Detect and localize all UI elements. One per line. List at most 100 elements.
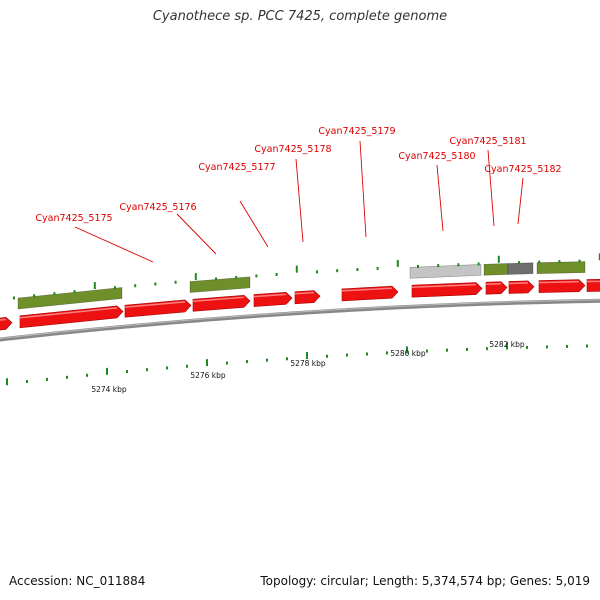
forward-gene-12 xyxy=(586,279,600,292)
feature-bar-4 xyxy=(483,263,509,276)
position-label-2: 5276 kbp xyxy=(190,371,226,380)
inner-tick xyxy=(506,342,508,350)
outer-tick xyxy=(194,273,197,281)
inner-tick xyxy=(6,378,8,386)
inner-tick xyxy=(566,344,568,348)
outer-tick xyxy=(538,260,541,264)
inner-tick xyxy=(206,359,208,367)
gene-label-1: Cyan7425_5175 xyxy=(35,213,112,224)
gene-leader-line-7 xyxy=(487,149,495,227)
forward-gene-4 xyxy=(192,295,251,312)
outer-tick xyxy=(154,282,157,286)
forward-gene-10 xyxy=(508,280,535,294)
outer-tick xyxy=(93,282,96,290)
outer-tick xyxy=(13,296,15,300)
position-label-4: 5280 kbp xyxy=(390,349,426,358)
gene-label-3: Cyan7425_5177 xyxy=(198,162,275,173)
gene-label-5: Cyan7425_5179 xyxy=(318,126,395,137)
inner-tick xyxy=(366,352,368,356)
inner-tick xyxy=(26,380,28,384)
outer-tick xyxy=(477,262,480,266)
inner-tick xyxy=(66,375,68,379)
gene-label-2: Cyan7425_5176 xyxy=(119,202,196,213)
inner-tick xyxy=(426,349,428,353)
tick-layer xyxy=(6,253,600,386)
forward-gene-1 xyxy=(0,317,13,331)
outer-tick xyxy=(255,274,258,278)
gene-leader-line-5 xyxy=(359,140,367,238)
outer-tick xyxy=(558,260,561,264)
inner-tick xyxy=(406,346,408,354)
inner-tick xyxy=(306,352,308,360)
forward-gene-shine-11 xyxy=(538,280,580,284)
map-title: Cyanothece sp. PCC 7425, complete genome xyxy=(152,9,448,24)
gene-leader-line-4 xyxy=(295,158,304,243)
outer-tick xyxy=(417,264,419,268)
genome-summary: Topology: circular; Length: 5,374,574 bp… xyxy=(260,574,590,588)
outer-tick xyxy=(174,280,177,284)
inner-tick xyxy=(186,364,188,368)
outer-tick xyxy=(497,255,500,263)
forward-gene-shine-9 xyxy=(485,282,502,285)
inner-tick xyxy=(546,345,548,349)
inner-tick xyxy=(246,360,248,364)
inner-tick xyxy=(126,370,128,374)
outer-tick xyxy=(114,286,116,290)
feature-bar-2 xyxy=(189,276,251,293)
forward-gene-5 xyxy=(253,292,293,307)
outer-tick xyxy=(295,265,298,273)
forward-gene-shine-7 xyxy=(341,287,393,292)
inner-tick xyxy=(266,358,268,362)
gene-leader-line-3 xyxy=(239,200,269,248)
outer-tick xyxy=(376,266,379,270)
forward-gene-shine-3 xyxy=(124,301,186,308)
inner-tick xyxy=(486,347,488,351)
feature-layer xyxy=(0,261,600,342)
outer-tick xyxy=(518,261,520,265)
inner-tick xyxy=(226,361,228,365)
outer-tick xyxy=(396,259,399,267)
forward-gene-shine-6 xyxy=(294,291,315,295)
outer-tick xyxy=(33,294,36,298)
forward-gene-3 xyxy=(124,299,192,318)
outer-tick xyxy=(53,292,56,296)
outer-tick xyxy=(578,259,581,263)
position-label-1: 5274 kbp xyxy=(91,385,127,394)
outer-tick xyxy=(598,253,600,261)
inner-tick xyxy=(526,345,528,349)
outer-tick xyxy=(215,277,217,281)
feature-bar-1 xyxy=(17,287,123,310)
forward-gene-shine-10 xyxy=(508,282,529,285)
position-label-3: 5278 kbp xyxy=(290,359,326,368)
accession-text: Accession: NC_011884 xyxy=(9,574,146,588)
genome-backbone-highlight xyxy=(0,299,600,340)
outer-tick xyxy=(275,273,278,277)
forward-gene-2 xyxy=(19,305,124,329)
gene-label-7: Cyan7425_5181 xyxy=(449,136,526,147)
inner-tick xyxy=(586,344,588,348)
outer-tick xyxy=(336,269,339,273)
feature-bar-5 xyxy=(507,262,534,275)
inner-tick xyxy=(446,348,448,352)
inner-tick xyxy=(46,377,48,381)
forward-gene-9 xyxy=(485,281,508,295)
gene-leader-line-2 xyxy=(176,213,217,255)
gene-leader-line-6 xyxy=(436,164,444,232)
outer-tick xyxy=(73,290,76,294)
gene-label-8: Cyan7425_5182 xyxy=(484,164,561,175)
inner-tick xyxy=(326,354,328,358)
forward-gene-shine-2 xyxy=(19,307,118,319)
forward-gene-shine-8 xyxy=(411,283,477,288)
gene-label-4: Cyan7425_5178 xyxy=(254,144,331,155)
inner-tick xyxy=(106,367,108,375)
inner-tick xyxy=(146,368,148,372)
outer-tick xyxy=(356,268,359,272)
position-label-5: 5282 kbp xyxy=(489,340,525,349)
forward-gene-shine-4 xyxy=(192,296,245,303)
feature-bar-3 xyxy=(409,264,482,279)
gene-leader-line-8 xyxy=(517,177,524,225)
inner-tick xyxy=(386,351,388,355)
forward-gene-shine-5 xyxy=(253,293,287,298)
inner-tick xyxy=(86,373,88,377)
